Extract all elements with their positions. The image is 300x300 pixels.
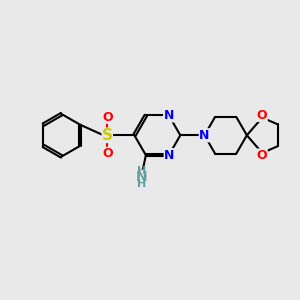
Text: H: H	[137, 166, 146, 176]
Text: N: N	[164, 109, 174, 122]
Text: N: N	[199, 129, 210, 142]
Text: N: N	[164, 149, 175, 162]
Text: O: O	[102, 147, 112, 160]
Text: O: O	[257, 149, 268, 162]
Text: O: O	[102, 110, 112, 124]
Text: N: N	[136, 170, 147, 184]
Text: H: H	[137, 179, 147, 189]
Text: S: S	[102, 128, 113, 143]
Text: O: O	[257, 109, 268, 122]
